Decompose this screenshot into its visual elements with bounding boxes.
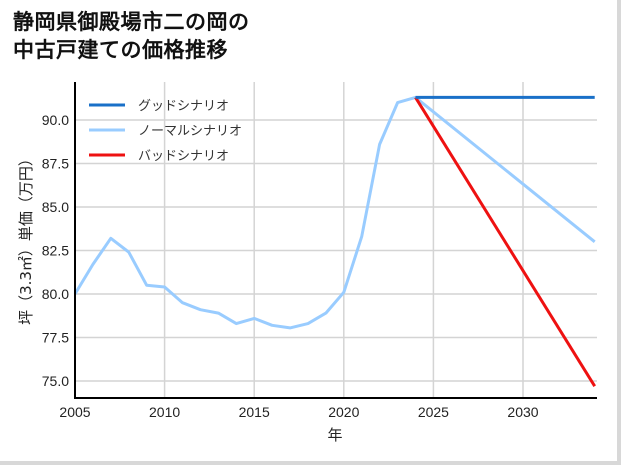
x-tick-label: 2010 [149,404,180,420]
series-line-2 [414,96,596,387]
y-tick-label: 90.0 [42,112,69,128]
legend-label-2: バッドシナリオ [138,149,229,164]
x-tick-label: 2025 [418,404,449,420]
chart-title-line2: 中古戸建ての価格推移 [13,38,228,62]
y-axis-ticks: 75.0 77.5 80.0 82.5 85.0 87.5 90.0 [42,112,69,389]
chart-title-line1: 静岡県御殿場市二の岡の [13,10,250,34]
series-lines [73,95,596,387]
x-tick-label: 2015 [239,404,270,420]
y-tick-label: 75.0 [42,373,69,389]
y-tick-label: 77.5 [42,330,69,346]
y-tick-label: 82.5 [42,243,69,259]
grid-lines [75,82,597,398]
series-line-1 [73,95,596,330]
legend-label-0: グッドシナリオ [138,99,229,114]
x-tick-label: 2020 [328,404,359,420]
y-axis-label: 坪（3.3㎡）単価（万円） [17,151,35,325]
legend-label-1: ノーマルシナリオ [138,124,242,139]
x-tick-label: 2005 [59,404,90,420]
y-tick-label: 85.0 [42,199,69,215]
chart-title: 静岡県御殿場市二の岡の 中古戸建ての価格推移 [13,8,250,64]
x-tick-label: 2030 [507,404,538,420]
x-axis-ticks: 2005 2010 2015 2020 2025 2030 [59,404,538,420]
x-axis-label: 年 [327,426,342,444]
y-tick-label: 87.5 [42,156,69,172]
y-tick-label: 80.0 [42,286,69,302]
axes [74,82,597,399]
